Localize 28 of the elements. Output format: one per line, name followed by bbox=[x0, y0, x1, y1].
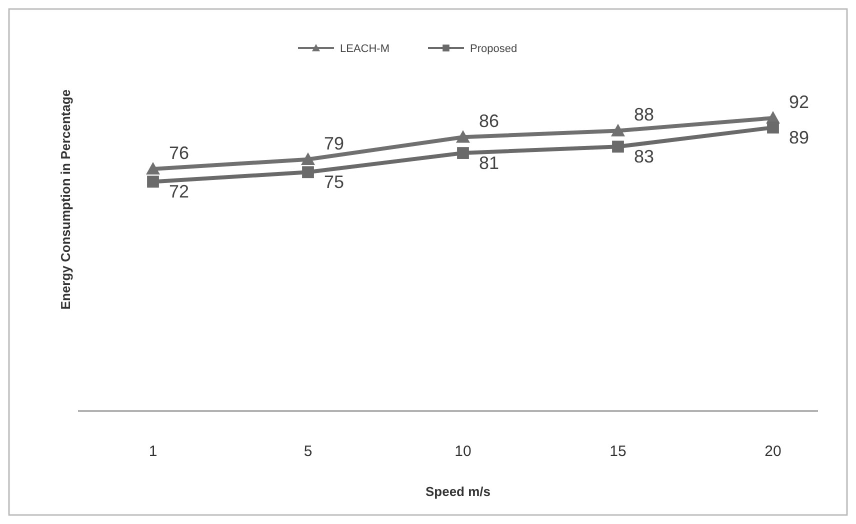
data-label: 89 bbox=[789, 128, 810, 148]
data-label: 88 bbox=[634, 104, 654, 125]
data-label: 76 bbox=[169, 142, 190, 163]
legend-label: LEACH-M bbox=[340, 43, 390, 55]
point bbox=[302, 166, 314, 178]
point bbox=[611, 124, 625, 136]
data-label: 79 bbox=[324, 133, 344, 154]
data-label: 75 bbox=[324, 172, 344, 192]
x-tick-label: 5 bbox=[304, 443, 312, 460]
point bbox=[767, 122, 779, 134]
data-label: 92 bbox=[789, 92, 810, 112]
x-tick-label: 10 bbox=[454, 443, 472, 460]
x-axis-title: Speed m/s bbox=[425, 484, 491, 499]
data-label: 72 bbox=[169, 182, 190, 202]
point bbox=[147, 176, 159, 188]
point bbox=[457, 147, 469, 159]
point bbox=[301, 152, 315, 165]
x-tick-label: 15 bbox=[610, 443, 626, 460]
x-tick-label: 1 bbox=[148, 443, 158, 460]
data-label: 83 bbox=[634, 146, 654, 167]
point bbox=[456, 130, 470, 143]
point bbox=[612, 140, 624, 153]
data-label: 86 bbox=[479, 111, 500, 132]
data-label: 81 bbox=[479, 153, 500, 174]
legend-label: Proposed bbox=[470, 43, 518, 55]
point bbox=[146, 162, 160, 175]
x-tick-label: 20 bbox=[764, 443, 782, 460]
y-axis-title: Energy Consumption in Percentage bbox=[58, 89, 73, 310]
